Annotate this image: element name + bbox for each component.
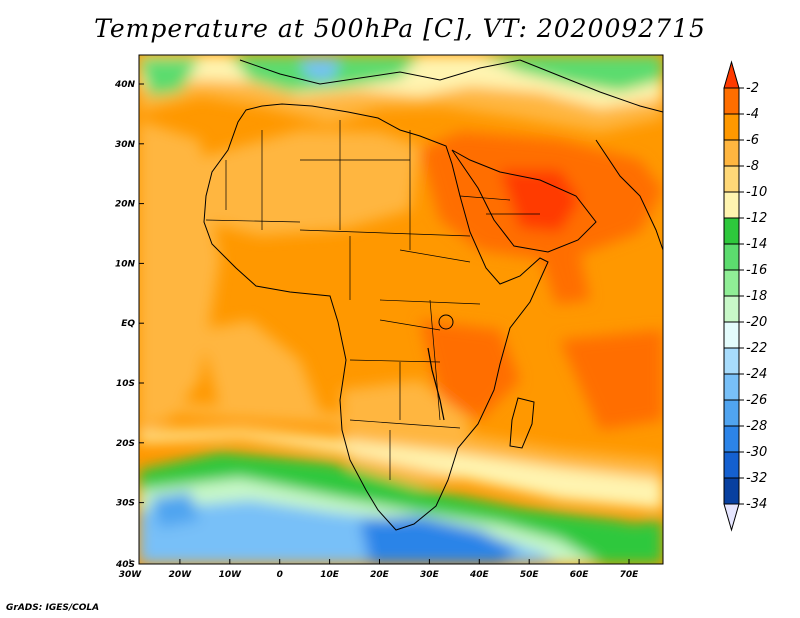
lat-tick-label: EQ <box>121 319 135 329</box>
lon-tick-label: 70E <box>620 570 640 580</box>
colorbar-label: -2 <box>746 81 759 96</box>
lon-tick-label: 10E <box>320 570 340 580</box>
colorbar-top-arrow <box>723 60 740 89</box>
lat-tick-label: 30S <box>116 499 135 509</box>
lon-tick-label: 30W <box>119 570 143 580</box>
lake-victoria <box>438 314 454 330</box>
colorbar-swatch <box>723 165 740 193</box>
colorbar-label: -18 <box>746 289 767 304</box>
lat-tick-label: 40N <box>114 80 136 90</box>
colorbar-label: -14 <box>746 237 767 252</box>
colorbar-label: -32 <box>746 471 767 486</box>
colorbar-label: -34 <box>746 497 767 512</box>
colorbar-label: -22 <box>746 341 767 356</box>
africa-coastline <box>203 103 549 531</box>
colorbar-swatch <box>723 399 740 427</box>
colorbar-swatch <box>723 295 740 323</box>
colorbar-label: -20 <box>746 315 767 330</box>
lat-tick-label: 10N <box>115 259 136 269</box>
coastlines <box>203 59 663 531</box>
colorbar-label: -10 <box>746 185 767 200</box>
lon-tick-label: 40E <box>469 570 490 580</box>
colorbar-swatch <box>723 191 740 219</box>
colorbar-swatch <box>723 451 740 479</box>
colorbar-swatch <box>723 87 740 115</box>
lon-tick-label: 0 <box>277 570 283 580</box>
lon-tick-label: 10W <box>219 570 243 580</box>
colorbar-swatch <box>723 217 740 245</box>
credit-label: GrADS: IGES/COLA <box>6 603 100 613</box>
colorbar-swatch <box>723 321 740 349</box>
colorbar-label: -8 <box>746 159 759 174</box>
colorbar-label: -24 <box>746 367 767 382</box>
lon-tick-label: 60E <box>570 570 590 580</box>
lat-tick-label: 20N <box>115 200 136 210</box>
colorbar-swatch <box>723 269 740 297</box>
colorbar-swatch <box>723 425 740 453</box>
colorbar-label: -30 <box>746 445 767 460</box>
map-title: Temperature at 500hPa [C], VT: 202009271… <box>94 14 706 43</box>
colorbar-label: -28 <box>746 419 767 434</box>
colorbar-swatch <box>723 139 740 167</box>
colorbar-swatch <box>723 113 740 141</box>
colorbar-label: -4 <box>746 107 759 122</box>
india-coastline <box>595 139 663 251</box>
lat-tick-label: 30N <box>115 140 136 150</box>
map-frame <box>138 54 664 565</box>
lat-tick-label: 20S <box>116 439 135 449</box>
colorbar-swatch <box>723 477 740 505</box>
colorbar-swatch <box>723 373 740 401</box>
arabia-coastline <box>451 149 597 253</box>
colorbar-swatch <box>723 243 740 271</box>
country-borders <box>205 120 540 480</box>
lat-tick-label: 40S <box>115 560 135 570</box>
asia-coastline <box>519 59 663 113</box>
colorbar-label: -12 <box>746 211 767 226</box>
lon-tick-label: 30E <box>420 570 440 580</box>
colorbar-label: -6 <box>746 133 759 148</box>
lat-tick-label: 10S <box>116 379 135 389</box>
colorbar-swatch <box>723 347 740 375</box>
madagascar-coastline <box>509 397 535 449</box>
colorbar-label: -16 <box>746 263 767 278</box>
temperature-field <box>139 55 663 564</box>
lon-tick-label: 50E <box>520 570 540 580</box>
lake-tanganyika <box>427 347 445 421</box>
colorbar-label: -26 <box>746 393 767 408</box>
colorbar-bottom-arrow <box>723 503 740 532</box>
colorbar: -2 -4 -6 -8 -10 -12 -14 -16 -18 -20 -22 -24 -26 -28 -3… <box>723 60 767 532</box>
lon-tick-label: 20W <box>169 570 193 580</box>
mediterranean-coastline <box>239 59 521 85</box>
lon-tick-label: 20E <box>370 570 390 580</box>
